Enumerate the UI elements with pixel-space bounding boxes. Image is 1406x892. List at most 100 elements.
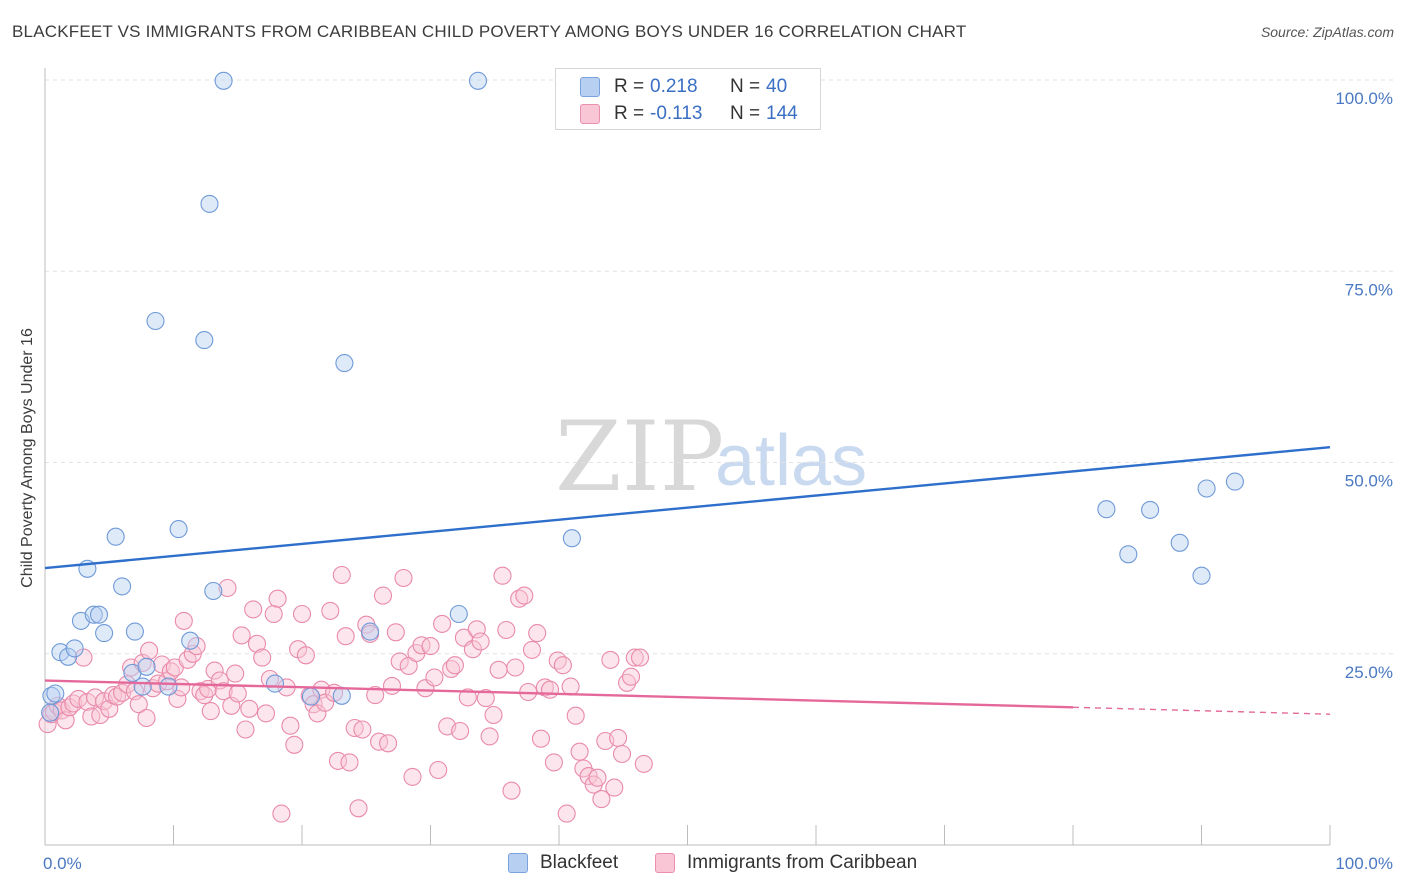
caribbean-point [201,702,220,721]
blackfeet-point [46,684,65,703]
blackfeet-point [1170,533,1189,552]
blackfeet-point [361,622,380,641]
blackfeet-point [95,624,114,643]
legend-row-blackfeet: R = 0.218 N = 40 [580,73,787,101]
y-tick-label: 25.0% [1345,663,1393,682]
chart-title: BLACKFEET VS IMMIGRANTS FROM CARIBBEAN C… [12,22,967,41]
caribbean-point [528,624,547,643]
legend-label-caribbean: Immigrants from Caribbean [687,852,918,873]
caribbean-point [522,640,542,659]
caribbean-point [214,682,233,701]
caribbean-point [625,648,644,667]
blackfeet-point [159,677,178,696]
y-tick-label: 100.0% [1335,89,1393,108]
blackfeet-point [214,71,233,90]
caribbean-point [425,668,444,687]
blackfeet-point [301,687,321,706]
caribbean-point [292,604,312,624]
blackfeet-point [106,527,125,546]
caribbean-point [118,675,137,694]
caribbean-point [403,767,422,786]
series-blackfeet-points [41,71,1244,722]
caribbean-point [373,586,393,605]
blackfeet-point [204,581,223,601]
n-label: N = [730,103,761,124]
caribbean-point [379,734,398,753]
blackfeet-point [335,354,354,373]
caribbean-point [86,688,105,707]
caribbean-point [349,799,368,818]
watermark-atlas: atlas [715,421,867,501]
r-label: R = [614,103,645,124]
caribbean-point [445,656,464,675]
caribbean-point [630,648,650,667]
caribbean-point [463,640,482,659]
legend-row-caribbean: R = -0.113 N = 144 [580,100,798,128]
y-tick-label: 50.0% [1345,472,1393,491]
caribbean-point [232,626,251,645]
caribbean-point [366,686,385,705]
blackfeet-point [1192,566,1211,585]
caribbean-point [605,778,624,797]
caribbean-point [345,718,364,738]
blackfeet-point [89,605,109,624]
blackfeet-point [562,529,581,548]
caribbean-point [137,708,156,728]
caribbean-point [253,648,272,667]
caribbean-point [476,689,495,708]
caribbean-point [240,699,259,718]
caribbean-point [566,706,585,725]
caribbean-point [328,751,348,770]
caribbean-point [281,716,300,735]
pink-swatch [655,853,675,873]
caribbean-point [621,667,641,686]
caribbean-point [510,589,529,608]
blackfeet-point [449,604,468,624]
caribbean-point [168,689,187,708]
blue-swatch [508,853,528,873]
caribbean-point [502,781,521,800]
caribbean-point [540,680,560,699]
caribbean-point [458,688,477,707]
caribbean-point [489,660,508,679]
caribbean-point [553,656,572,675]
legend-item-blackfeet: Blackfeet [508,852,618,874]
blackfeet-point [65,639,84,658]
caribbean-point [218,578,237,598]
caribbean-point [272,804,291,823]
series-immigrants-points [38,565,653,823]
caribbean-point [226,664,245,683]
blackfeet-point [113,577,132,596]
caribbean-point [268,589,287,608]
caribbean-point [506,658,525,677]
source-credit: Source: ZipAtlas.com [1260,24,1394,40]
caribbean-point [544,753,563,772]
caribbean-point [264,604,283,624]
caribbean-point [353,720,372,739]
caribbean-point [429,760,448,780]
blackfeet-point [195,331,214,350]
blackfeet-point [41,703,60,722]
n-value: 144 [766,103,798,124]
blackfeet-point [200,194,219,213]
caribbean-point [480,727,499,746]
r-value: 0.218 [650,76,698,97]
grid-lines [45,79,1393,655]
caribbean-point [386,623,405,642]
blackfeet-trend-line [44,446,1331,570]
trend-lines [44,446,1331,715]
blackfeet-point [1119,545,1138,564]
caribbean-point [390,652,409,671]
caribbean-point [321,601,340,620]
caribbean-point [557,804,576,823]
caribbean-point [285,735,304,754]
caribbean-point [592,790,611,809]
blackfeet-point [468,71,488,90]
blackfeet-point [1225,472,1244,491]
y-tick-label: 75.0% [1345,280,1393,299]
caribbean-point [91,705,110,725]
blackfeet-point [332,686,351,705]
x-tick-label-min: 0.0% [43,854,82,873]
caribbean-point [244,600,263,619]
